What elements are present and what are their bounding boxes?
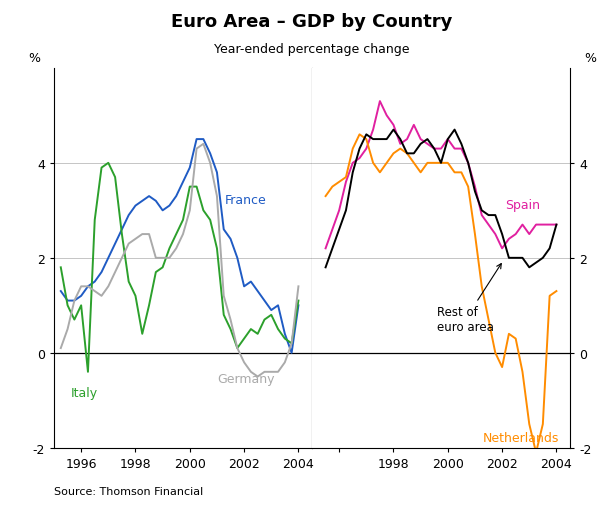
Text: Spain: Spain bbox=[505, 199, 540, 212]
Text: Rest of
euro area: Rest of euro area bbox=[437, 264, 501, 334]
Text: Netherlands: Netherlands bbox=[483, 431, 559, 444]
Text: Source: Thomson Financial: Source: Thomson Financial bbox=[54, 486, 203, 496]
Text: %: % bbox=[28, 52, 40, 65]
Text: %: % bbox=[584, 52, 596, 65]
Text: France: France bbox=[225, 194, 267, 207]
Text: Germany: Germany bbox=[217, 373, 274, 385]
Text: Italy: Italy bbox=[70, 386, 97, 399]
Text: Euro Area – GDP by Country: Euro Area – GDP by Country bbox=[172, 13, 452, 31]
Text: Year-ended percentage change: Year-ended percentage change bbox=[214, 43, 410, 56]
